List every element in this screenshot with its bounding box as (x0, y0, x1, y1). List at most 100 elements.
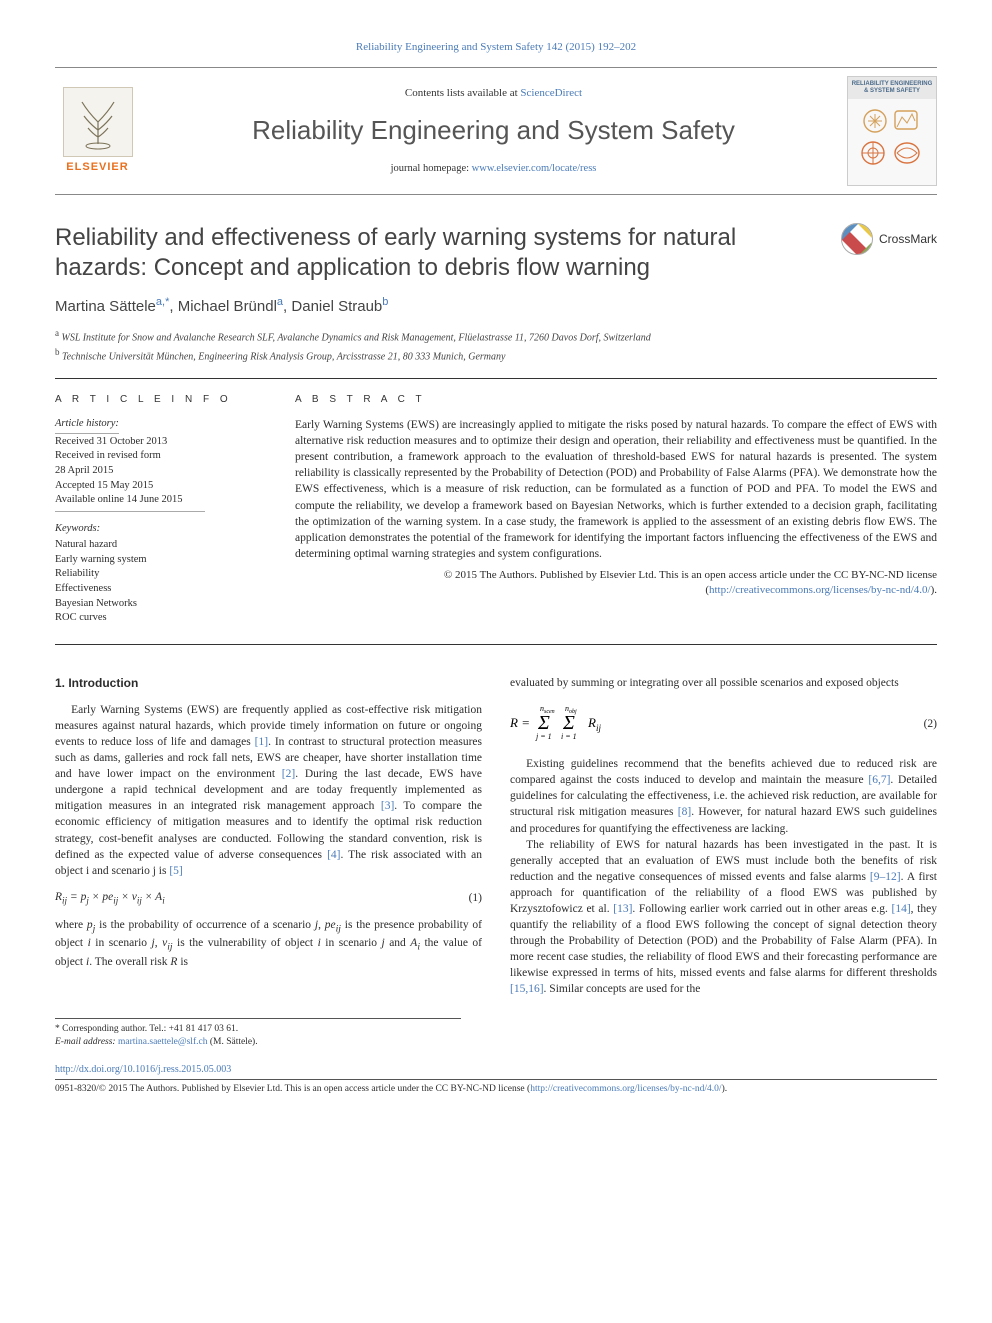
section-intro-heading: 1. Introduction (55, 675, 482, 692)
copyright-close: ). (931, 584, 937, 596)
equation-2-row: R = n scen Σ j = 1 n obj Σ i = 1 R ij (2… (510, 701, 937, 746)
contents-line: Contents lists available at ScienceDirec… (150, 86, 837, 101)
author-1: Martina Sättele (55, 298, 156, 315)
equation-2-number: (2) (924, 716, 937, 732)
p4e: . Similar concepts are used for the (544, 983, 701, 995)
article-title: Reliability and effectiveness of early w… (55, 223, 841, 283)
author-email-link[interactable]: martina.saettele@slf.ch (118, 1037, 207, 1047)
keyword-3: Reliability (55, 567, 265, 582)
doi-line: http://dx.doi.org/10.1016/j.ress.2015.05… (55, 1063, 937, 1077)
svg-text:Σ: Σ (562, 712, 575, 734)
affiliation-b: b Technische Universität München, Engine… (55, 346, 937, 364)
sciencedirect-link[interactable]: ScienceDirect (520, 87, 582, 99)
crossmark-badge[interactable]: CrossMark (841, 223, 937, 255)
bottom-copyright: 0951-8320/© 2015 The Authors. Published … (55, 1079, 937, 1096)
svg-text:R: R (587, 715, 596, 730)
crossmark-label: CrossMark (879, 231, 937, 248)
intro-p1: Early Warning Systems (EWS) are frequent… (55, 702, 482, 879)
article-info-heading: A R T I C L E I N F O (55, 393, 265, 407)
contents-prefix: Contents lists available at (405, 87, 520, 99)
homepage-line: journal homepage: www.elsevier.com/locat… (150, 162, 837, 177)
abstract-copyright: © 2015 The Authors. Published by Elsevie… (295, 568, 937, 599)
elsevier-tree-icon (63, 87, 133, 157)
info-abstract-row: A R T I C L E I N F O Article history: R… (55, 378, 937, 645)
homepage-prefix: journal homepage: (391, 163, 472, 174)
author-3: Daniel Straub (291, 298, 382, 315)
authors-line: Martina Sättelea,*, Michael Bründla, Dan… (55, 295, 937, 317)
svg-text:ij: ij (596, 723, 602, 733)
equation-1: Rij = pj × peij × vij × Ai (55, 889, 165, 907)
aff-label-a: a (55, 328, 59, 338)
license-link[interactable]: http://creativecommons.org/licenses/by-n… (709, 584, 931, 596)
history-online: Available online 14 June 2015 (55, 493, 205, 508)
history-accepted: Accepted 15 May 2015 (55, 479, 205, 494)
keyword-5: Bayesian Networks (55, 597, 265, 612)
email-suffix: (M. Sättele). (207, 1037, 257, 1047)
equation-1-number: (1) (469, 890, 482, 906)
journal-title: Reliability Engineering and System Safet… (150, 112, 837, 148)
title-row: Reliability and effectiveness of early w… (55, 223, 937, 283)
ref-8[interactable]: [8] (678, 806, 691, 818)
crossmark-icon (841, 223, 873, 255)
aff-text-a: WSL Institute for Snow and Avalanche Res… (62, 333, 651, 344)
author-1-aff: a,* (156, 296, 169, 308)
email-label: E-mail address: (55, 1037, 118, 1047)
footnotes: * Corresponding author. Tel.: +41 81 417… (55, 1018, 461, 1050)
keyword-2: Early warning system (55, 553, 265, 568)
bottom-copyright-close: ). (722, 1084, 728, 1094)
abstract-text: Early Warning Systems (EWS) are increasi… (295, 417, 937, 562)
email-line: E-mail address: martina.saettele@slf.ch … (55, 1036, 461, 1049)
svg-text:j = 1: j = 1 (535, 732, 552, 741)
keyword-1: Natural hazard (55, 538, 265, 553)
doi-link[interactable]: http://dx.doi.org/10.1016/j.ress.2015.05… (55, 1064, 231, 1075)
aff-label-b: b (55, 347, 60, 357)
bottom-copyright-text: 0951-8320/© 2015 The Authors. Published … (55, 1084, 530, 1094)
history-block: Received 31 October 2013 Received in rev… (55, 435, 205, 512)
header-center: Contents lists available at ScienceDirec… (140, 86, 847, 176)
publisher-logo-block: ELSEVIER (55, 87, 140, 175)
ref-1[interactable]: [1] (255, 736, 268, 748)
ref-14[interactable]: [14] (891, 903, 910, 915)
corresponding-author: * Corresponding author. Tel.: +41 81 417… (55, 1023, 461, 1036)
ref-15-16[interactable]: [15,16] (510, 983, 544, 995)
history-revised-1: Received in revised form (55, 449, 205, 464)
affiliation-a: a WSL Institute for Snow and Avalanche R… (55, 327, 937, 345)
ref-4[interactable]: [4] (327, 849, 340, 861)
keywords-label: Keywords: (55, 522, 265, 537)
equation-2: R = n scen Σ j = 1 n obj Σ i = 1 R ij (510, 701, 620, 746)
ref-3[interactable]: [3] (381, 800, 394, 812)
cover-thumb-graphics (848, 99, 936, 181)
intro-p4: The reliability of EWS for natural hazar… (510, 837, 937, 998)
publisher-name: ELSEVIER (66, 160, 128, 175)
ref-6-7[interactable]: [6,7] (868, 774, 890, 786)
affiliations: a WSL Institute for Snow and Avalanche R… (55, 327, 937, 364)
body-two-column: 1. Introduction Early Warning Systems (E… (55, 675, 937, 998)
article-info: A R T I C L E I N F O Article history: R… (55, 393, 265, 626)
journal-reference: Reliability Engineering and System Safet… (55, 40, 937, 55)
svg-text:i = 1: i = 1 (561, 732, 577, 741)
cover-thumb-title: RELIABILITY ENGINEERING & SYSTEM SAFETY (848, 77, 936, 98)
abstract: A B S T R A C T Early Warning Systems (E… (295, 393, 937, 626)
journal-header-band: ELSEVIER Contents lists available at Sci… (55, 67, 937, 195)
journal-ref-link[interactable]: Reliability Engineering and System Safet… (356, 41, 636, 53)
bottom-license-link[interactable]: http://creativecommons.org/licenses/by-n… (530, 1084, 721, 1094)
ref-9-12[interactable]: [9–12] (870, 871, 901, 883)
intro-p3: Existing guidelines recommend that the b… (510, 756, 937, 836)
author-2-aff: a (277, 296, 283, 308)
journal-cover-thumb: RELIABILITY ENGINEERING & SYSTEM SAFETY (847, 76, 937, 186)
ref-13[interactable]: [13] (613, 903, 632, 915)
keyword-6: ROC curves (55, 611, 265, 626)
history-revised-2: 28 April 2015 (55, 464, 205, 479)
history-label: Article history: (55, 417, 119, 434)
equation-1-row: Rij = pj × peij × vij × Ai (1) (55, 889, 482, 907)
aff-text-b: Technische Universität München, Engineer… (62, 351, 505, 362)
p2-text: where pj is the probability of occurrenc… (55, 919, 482, 968)
ref-5[interactable]: [5] (169, 865, 182, 877)
intro-p2b: evaluated by summing or integrating over… (510, 675, 937, 691)
author-3-aff: b (382, 296, 388, 308)
svg-text:Σ: Σ (537, 712, 550, 734)
p4c: . Following earlier work carried out in … (632, 903, 891, 915)
homepage-link[interactable]: www.elsevier.com/locate/ress (472, 163, 597, 174)
author-2: Michael Bründl (178, 298, 277, 315)
ref-2[interactable]: [2] (282, 768, 295, 780)
